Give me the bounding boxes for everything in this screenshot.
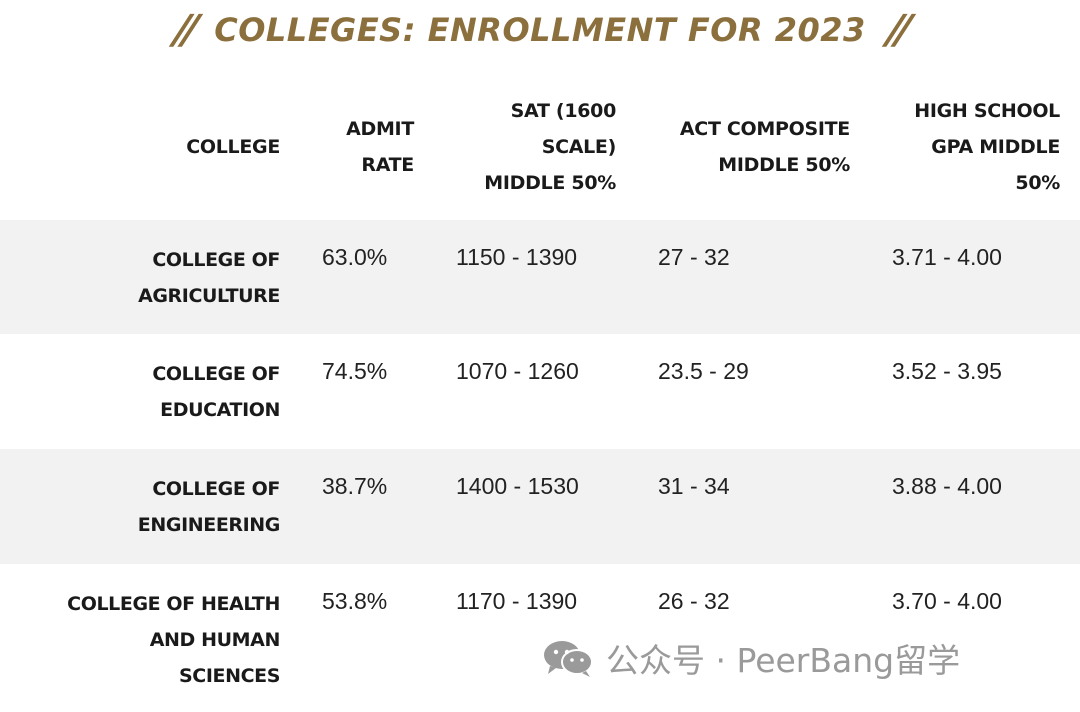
college-name: COLLEGE OF HEALTH AND HUMAN SCIENCES bbox=[20, 586, 280, 694]
college-name-line-3: SCIENCES bbox=[179, 665, 280, 687]
header-act: ACT COMPOSITE MIDDLE 50% bbox=[640, 92, 850, 202]
header-admit-line-1: ADMIT bbox=[346, 118, 414, 140]
gpa-cell: 3.52 - 3.95 bbox=[892, 358, 1002, 384]
header-college: COLLEGE bbox=[60, 92, 280, 202]
header-act-line-1: ACT COMPOSITE bbox=[679, 118, 850, 140]
header-sat-line-3: MIDDLE 50% bbox=[484, 172, 616, 194]
table-row: COLLEGE OF EDUCATION 74.5% 1070 - 1260 2… bbox=[0, 334, 1080, 449]
header-sat: SAT (1600 SCALE) MIDDLE 50% bbox=[440, 92, 616, 202]
header-gpa-line-1: HIGH SCHOOL bbox=[914, 100, 1060, 122]
college-name-line-1: COLLEGE OF bbox=[152, 478, 280, 500]
table-row: COLLEGE OF HEALTH AND HUMAN SCIENCES 53.… bbox=[0, 564, 1080, 712]
title-right-decoration: // bbox=[884, 7, 909, 53]
college-name: COLLEGE OF EDUCATION bbox=[20, 356, 280, 428]
watermark: 公众号 · PeerBang留学 bbox=[542, 634, 960, 682]
college-name-line-2: ENGINEERING bbox=[137, 514, 281, 536]
admit-rate-cell: 63.0% bbox=[322, 244, 388, 270]
table-row: COLLEGE OF AGRICULTURE 63.0% 1150 - 1390… bbox=[0, 220, 1080, 334]
act-cell: 27 - 32 bbox=[658, 244, 730, 270]
gpa-cell: 3.71 - 4.00 bbox=[892, 244, 1002, 270]
college-name: COLLEGE OF AGRICULTURE bbox=[20, 242, 280, 314]
title-left-decoration: // bbox=[171, 7, 196, 53]
header-act-line-2: MIDDLE 50% bbox=[718, 154, 850, 176]
sat-cell: 1170 - 1390 bbox=[456, 588, 578, 614]
admit-rate-cell: 74.5% bbox=[322, 358, 388, 384]
header-sat-line-1: SAT (1600 bbox=[510, 100, 617, 122]
college-name-line-1: COLLEGE OF HEALTH bbox=[67, 593, 280, 615]
college-name-line-2: AND HUMAN bbox=[149, 629, 281, 651]
admit-rate-cell: 53.8% bbox=[322, 588, 388, 614]
header-gpa: HIGH SCHOOL GPA MIDDLE 50% bbox=[880, 92, 1060, 202]
sat-cell: 1150 - 1390 bbox=[456, 244, 578, 270]
page-title: COLLEGES: ENROLLMENT FOR 2023 bbox=[214, 11, 866, 49]
page-title-bar: // COLLEGES: ENROLLMENT FOR 2023 // bbox=[0, 0, 1080, 60]
college-name-line-1: COLLEGE OF bbox=[152, 249, 280, 271]
watermark-text: 公众号 · PeerBang留学 bbox=[606, 641, 961, 680]
header-admit-rate: ADMIT RATE bbox=[300, 92, 414, 202]
header-admit-line-2: RATE bbox=[361, 154, 414, 176]
header-college-label: COLLEGE bbox=[186, 136, 280, 158]
gpa-cell: 3.88 - 4.00 bbox=[892, 473, 1002, 499]
gpa-cell: 3.70 - 4.00 bbox=[892, 588, 1002, 614]
college-name-line-1: COLLEGE OF bbox=[152, 363, 280, 385]
wechat-icon bbox=[544, 641, 593, 677]
sat-cell: 1070 - 1260 bbox=[456, 358, 579, 384]
act-cell: 26 - 32 bbox=[658, 588, 730, 614]
sat-cell: 1400 - 1530 bbox=[456, 473, 579, 499]
admit-rate-cell: 38.7% bbox=[322, 473, 388, 499]
college-name-line-2: EDUCATION bbox=[160, 399, 280, 421]
college-name: COLLEGE OF ENGINEERING bbox=[20, 471, 281, 543]
header-gpa-line-3: 50% bbox=[1015, 172, 1060, 194]
header-gpa-line-2: GPA MIDDLE bbox=[931, 136, 1060, 158]
college-name-line-2: AGRICULTURE bbox=[138, 285, 280, 307]
act-cell: 31 - 34 bbox=[658, 473, 730, 499]
header-sat-line-2: SCALE) bbox=[541, 136, 617, 158]
table-row: COLLEGE OF ENGINEERING 38.7% 1400 - 1530… bbox=[0, 449, 1080, 564]
act-cell: 23.5 - 29 bbox=[658, 358, 749, 384]
